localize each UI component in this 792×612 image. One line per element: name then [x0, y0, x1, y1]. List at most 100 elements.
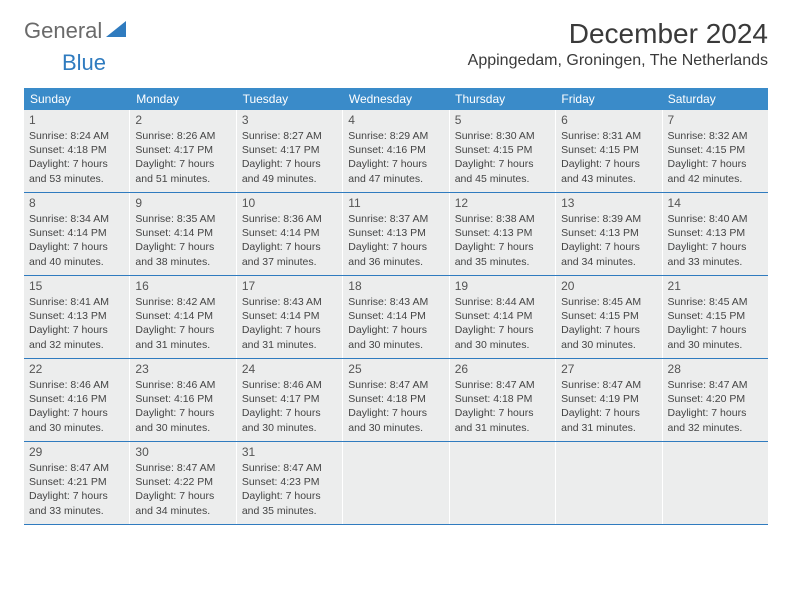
day-number: 21 — [668, 279, 763, 293]
day-cell: 20Sunrise: 8:45 AMSunset: 4:15 PMDayligh… — [556, 276, 662, 358]
day-number: 27 — [561, 362, 656, 376]
day-sunrise: Sunrise: 8:47 AM — [242, 461, 337, 475]
day-cell — [663, 442, 768, 524]
day-cell: 2Sunrise: 8:26 AMSunset: 4:17 PMDaylight… — [130, 110, 236, 192]
day-daylight1: Daylight: 7 hours — [135, 323, 230, 337]
day-cell: 14Sunrise: 8:40 AMSunset: 4:13 PMDayligh… — [663, 193, 768, 275]
day-daylight2: and 35 minutes. — [242, 504, 337, 518]
day-sunrise: Sunrise: 8:46 AM — [135, 378, 230, 392]
day-sunset: Sunset: 4:16 PM — [135, 392, 230, 406]
day-cell: 11Sunrise: 8:37 AMSunset: 4:13 PMDayligh… — [343, 193, 449, 275]
logo-triangle-icon — [106, 21, 126, 42]
day-sunset: Sunset: 4:15 PM — [668, 143, 763, 157]
day-sunrise: Sunrise: 8:35 AM — [135, 212, 230, 226]
day-number: 22 — [29, 362, 124, 376]
day-cell: 16Sunrise: 8:42 AMSunset: 4:14 PMDayligh… — [130, 276, 236, 358]
day-sunrise: Sunrise: 8:45 AM — [561, 295, 656, 309]
day-daylight1: Daylight: 7 hours — [29, 406, 124, 420]
week-row: 8Sunrise: 8:34 AMSunset: 4:14 PMDaylight… — [24, 193, 768, 276]
day-daylight1: Daylight: 7 hours — [29, 157, 124, 171]
day-daylight1: Daylight: 7 hours — [668, 406, 763, 420]
title-block: December 2024 Appingedam, Groningen, The… — [468, 18, 768, 70]
day-daylight2: and 30 minutes. — [29, 421, 124, 435]
day-sunrise: Sunrise: 8:34 AM — [29, 212, 124, 226]
week-row: 29Sunrise: 8:47 AMSunset: 4:21 PMDayligh… — [24, 442, 768, 525]
day-cell: 17Sunrise: 8:43 AMSunset: 4:14 PMDayligh… — [237, 276, 343, 358]
day-number: 28 — [668, 362, 763, 376]
day-number: 15 — [29, 279, 124, 293]
day-daylight2: and 32 minutes. — [668, 421, 763, 435]
day-sunset: Sunset: 4:23 PM — [242, 475, 337, 489]
day-cell: 13Sunrise: 8:39 AMSunset: 4:13 PMDayligh… — [556, 193, 662, 275]
day-cell: 6 Sunrise: 8:31 AMSunset: 4:15 PMDaylight… — [556, 110, 662, 192]
day-sunrise: Sunrise: 8:42 AM — [135, 295, 230, 309]
day-daylight2: and 49 minutes. — [242, 172, 337, 186]
day-sunrise: Sunrise: 8:47 AM — [135, 461, 230, 475]
day-cell: 12Sunrise: 8:38 AMSunset: 4:13 PMDayligh… — [450, 193, 556, 275]
day-daylight2: and 42 minutes. — [668, 172, 763, 186]
day-sunrise: Sunrise: 8:31 AM — [561, 129, 656, 143]
day-cell — [343, 442, 449, 524]
day-number: 17 — [242, 279, 337, 293]
day-cell: 28Sunrise: 8:47 AMSunset: 4:20 PMDayligh… — [663, 359, 768, 441]
day-sunrise: Sunrise: 8:46 AM — [29, 378, 124, 392]
day-sunrise: Sunrise: 8:47 AM — [29, 461, 124, 475]
day-number: 23 — [135, 362, 230, 376]
day-daylight2: and 30 minutes. — [561, 338, 656, 352]
day-daylight2: and 30 minutes. — [135, 421, 230, 435]
day-cell: 5Sunrise: 8:30 AMSunset: 4:15 PMDaylight… — [450, 110, 556, 192]
week-row: 22Sunrise: 8:46 AMSunset: 4:16 PMDayligh… — [24, 359, 768, 442]
day-daylight2: and 32 minutes. — [29, 338, 124, 352]
day-sunrise: Sunrise: 8:26 AM — [135, 129, 230, 143]
day-daylight1: Daylight: 7 hours — [135, 406, 230, 420]
day-sunset: Sunset: 4:18 PM — [455, 392, 550, 406]
day-number: 1 — [29, 113, 124, 127]
day-cell: 4Sunrise: 8:29 AMSunset: 4:16 PMDaylight… — [343, 110, 449, 192]
day-sunrise: Sunrise: 8:41 AM — [29, 295, 124, 309]
day-cell: 7Sunrise: 8:32 AMSunset: 4:15 PMDaylight… — [663, 110, 768, 192]
day-daylight1: Daylight: 7 hours — [561, 406, 656, 420]
day-daylight2: and 40 minutes. — [29, 255, 124, 269]
day-number: 5 — [455, 113, 550, 127]
day-daylight1: Daylight: 7 hours — [455, 406, 550, 420]
day-daylight2: and 30 minutes. — [455, 338, 550, 352]
day-daylight2: and 30 minutes. — [242, 421, 337, 435]
day-cell: 10Sunrise: 8:36 AMSunset: 4:14 PMDayligh… — [237, 193, 343, 275]
day-daylight1: Daylight: 7 hours — [242, 240, 337, 254]
day-daylight1: Daylight: 7 hours — [348, 240, 443, 254]
day-daylight1: Daylight: 7 hours — [135, 489, 230, 503]
day-sunset: Sunset: 4:19 PM — [561, 392, 656, 406]
day-daylight1: Daylight: 7 hours — [29, 240, 124, 254]
day-cell: 9Sunrise: 8:35 AMSunset: 4:14 PMDaylight… — [130, 193, 236, 275]
day-sunset: Sunset: 4:15 PM — [561, 143, 656, 157]
day-daylight1: Daylight: 7 hours — [561, 323, 656, 337]
day-sunset: Sunset: 4:16 PM — [348, 143, 443, 157]
day-daylight1: Daylight: 7 hours — [29, 489, 124, 503]
day-sunset: Sunset: 4:13 PM — [29, 309, 124, 323]
day-number: 2 — [135, 113, 230, 127]
day-daylight1: Daylight: 7 hours — [455, 240, 550, 254]
logo-text-general: General — [24, 18, 102, 44]
day-number: 6 — [561, 113, 656, 127]
day-cell: 23 Sunrise: 8:46 AMSunset: 4:16 PMDayligh… — [130, 359, 236, 441]
location: Appingedam, Groningen, The Netherlands — [468, 52, 768, 70]
day-header: Sunday — [24, 88, 130, 110]
day-sunrise: Sunrise: 8:29 AM — [348, 129, 443, 143]
logo-text-blue: Blue — [62, 50, 106, 75]
day-daylight1: Daylight: 7 hours — [561, 157, 656, 171]
day-daylight2: and 34 minutes. — [561, 255, 656, 269]
day-number: 7 — [668, 113, 763, 127]
day-sunrise: Sunrise: 8:46 AM — [242, 378, 337, 392]
calendar: SundayMondayTuesdayWednesdayThursdayFrid… — [24, 88, 768, 525]
day-daylight2: and 33 minutes. — [29, 504, 124, 518]
day-sunrise: Sunrise: 8:32 AM — [668, 129, 763, 143]
day-cell: 8Sunrise: 8:34 AMSunset: 4:14 PMDaylight… — [24, 193, 130, 275]
day-sunrise: Sunrise: 8:47 AM — [668, 378, 763, 392]
day-daylight1: Daylight: 7 hours — [455, 157, 550, 171]
month-title: December 2024 — [468, 18, 768, 50]
day-daylight1: Daylight: 7 hours — [668, 240, 763, 254]
day-daylight1: Daylight: 7 hours — [348, 406, 443, 420]
day-sunrise: Sunrise: 8:24 AM — [29, 129, 124, 143]
day-number: 25 — [348, 362, 443, 376]
day-number: 9 — [135, 196, 230, 210]
